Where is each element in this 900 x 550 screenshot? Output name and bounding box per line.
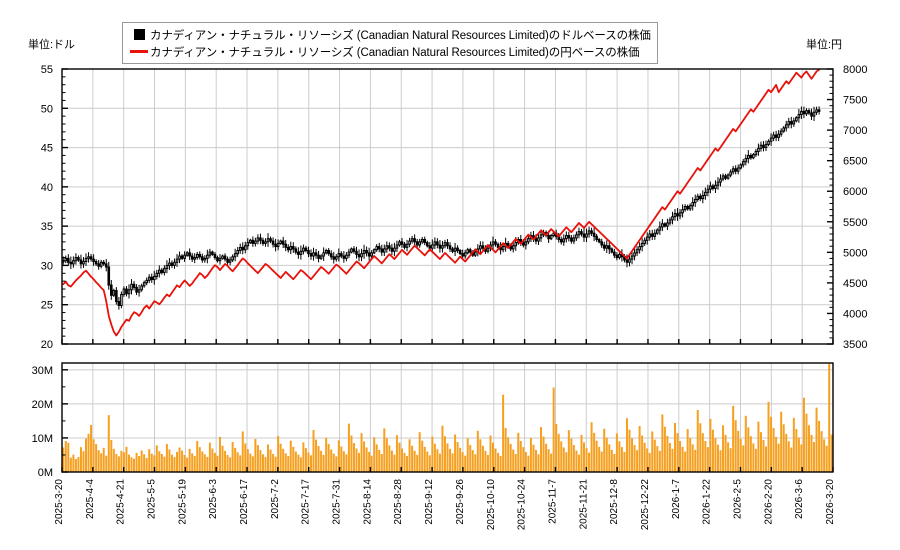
svg-text:2025-4-21: 2025-4-21: [116, 479, 127, 525]
svg-text:3500: 3500: [843, 339, 867, 351]
svg-text:2025-8-14: 2025-8-14: [362, 479, 373, 525]
svg-text:2025-8-28: 2025-8-28: [393, 479, 404, 525]
svg-text:2025-9-12: 2025-9-12: [424, 479, 435, 525]
svg-text:2025-11-21: 2025-11-21: [578, 479, 589, 530]
svg-text:10M: 10M: [32, 433, 53, 445]
volume-axis-tick-labels: 0M 10M 20M 30M: [32, 365, 53, 479]
legend-label-jpy: カナディアン・ナチュラル・リソーシズ (Canadian Natural Res…: [150, 46, 640, 59]
jpy-price-line: [62, 68, 820, 337]
svg-text:2025-3-20: 2025-3-20: [54, 479, 65, 525]
svg-text:2025-10-10: 2025-10-10: [486, 479, 497, 531]
svg-text:25: 25: [41, 300, 53, 312]
left-axis-unit-label: 単位:ドル: [28, 39, 76, 51]
legend-label-usd: カナディアン・ナチュラル・リソーシズ (Canadian Natural Res…: [150, 29, 651, 42]
svg-text:2025-6-3: 2025-6-3: [208, 479, 219, 519]
svg-text:2025-9-26: 2025-9-26: [455, 479, 466, 525]
svg-text:4000: 4000: [843, 308, 867, 320]
candlestick-series: [61, 106, 821, 310]
x-axis-tick-labels: 2025-3-20 2025-4-4 2025-4-21 2025-5-5 2025-5…: [54, 479, 836, 531]
svg-text:2025-4-4: 2025-4-4: [85, 479, 96, 519]
svg-text:7000: 7000: [843, 125, 867, 137]
svg-text:45: 45: [41, 143, 53, 155]
svg-text:35: 35: [41, 221, 53, 233]
chart-legend: カナディアン・ナチュラル・リソーシズ (Canadian Natural Res…: [122, 22, 658, 64]
svg-text:2026-2-5: 2026-2-5: [733, 479, 744, 519]
svg-text:30M: 30M: [32, 365, 53, 377]
svg-text:2026-3-6: 2026-3-6: [794, 479, 805, 519]
svg-text:20M: 20M: [32, 399, 53, 411]
grid-lines: [62, 69, 833, 344]
svg-text:2025-12-8: 2025-12-8: [609, 479, 620, 525]
svg-text:6000: 6000: [843, 186, 867, 198]
svg-text:50: 50: [41, 103, 53, 115]
svg-text:2025-10-24: 2025-10-24: [517, 479, 528, 531]
svg-text:2025-12-22: 2025-12-22: [640, 479, 651, 531]
legend-square-marker-icon: [128, 29, 150, 40]
svg-text:2026-2-20: 2026-2-20: [763, 479, 774, 525]
right-axis-unit-label: 単位:円: [806, 39, 843, 51]
svg-text:8000: 8000: [843, 64, 867, 76]
svg-text:20: 20: [41, 339, 53, 351]
svg-text:2025-5-19: 2025-5-19: [177, 479, 188, 525]
svg-text:2026-1-22: 2026-1-22: [702, 479, 713, 525]
volume-bars: [62, 363, 833, 473]
svg-text:7500: 7500: [843, 95, 867, 107]
legend-line-marker-icon: [128, 50, 150, 53]
svg-text:2025-11-7: 2025-11-7: [547, 479, 558, 524]
legend-item-usd: カナディアン・ナチュラル・リソーシズ (Canadian Natural Res…: [128, 26, 651, 43]
left-axis-tick-labels: 20 25 30 35 40 45 50 55: [41, 64, 53, 351]
svg-text:2025-7-31: 2025-7-31: [332, 479, 343, 525]
svg-text:0M: 0M: [38, 467, 53, 479]
svg-text:2025-7-17: 2025-7-17: [301, 479, 312, 525]
axis-frames: [61, 68, 834, 473]
legend-item-jpy: カナディアン・ナチュラル・リソーシズ (Canadian Natural Res…: [128, 43, 651, 60]
svg-text:2025-6-17: 2025-6-17: [239, 479, 250, 525]
axis-ticks: [61, 68, 834, 473]
svg-text:4500: 4500: [843, 278, 867, 290]
svg-text:2025-5-5: 2025-5-5: [147, 479, 158, 519]
svg-text:6500: 6500: [843, 156, 867, 168]
right-axis-tick-labels: 3500 4000 4500 5000 5500 6000 6500 7000 7500 8000: [843, 64, 867, 351]
svg-text:55: 55: [41, 64, 53, 76]
svg-text:5000: 5000: [843, 247, 867, 259]
svg-text:2026-3-20: 2026-3-20: [825, 479, 836, 525]
svg-text:40: 40: [41, 182, 53, 194]
svg-text:5500: 5500: [843, 217, 867, 229]
svg-text:2025-7-2: 2025-7-2: [270, 479, 281, 519]
svg-text:2026-1-7: 2026-1-7: [671, 479, 682, 519]
svg-text:30: 30: [41, 260, 53, 272]
